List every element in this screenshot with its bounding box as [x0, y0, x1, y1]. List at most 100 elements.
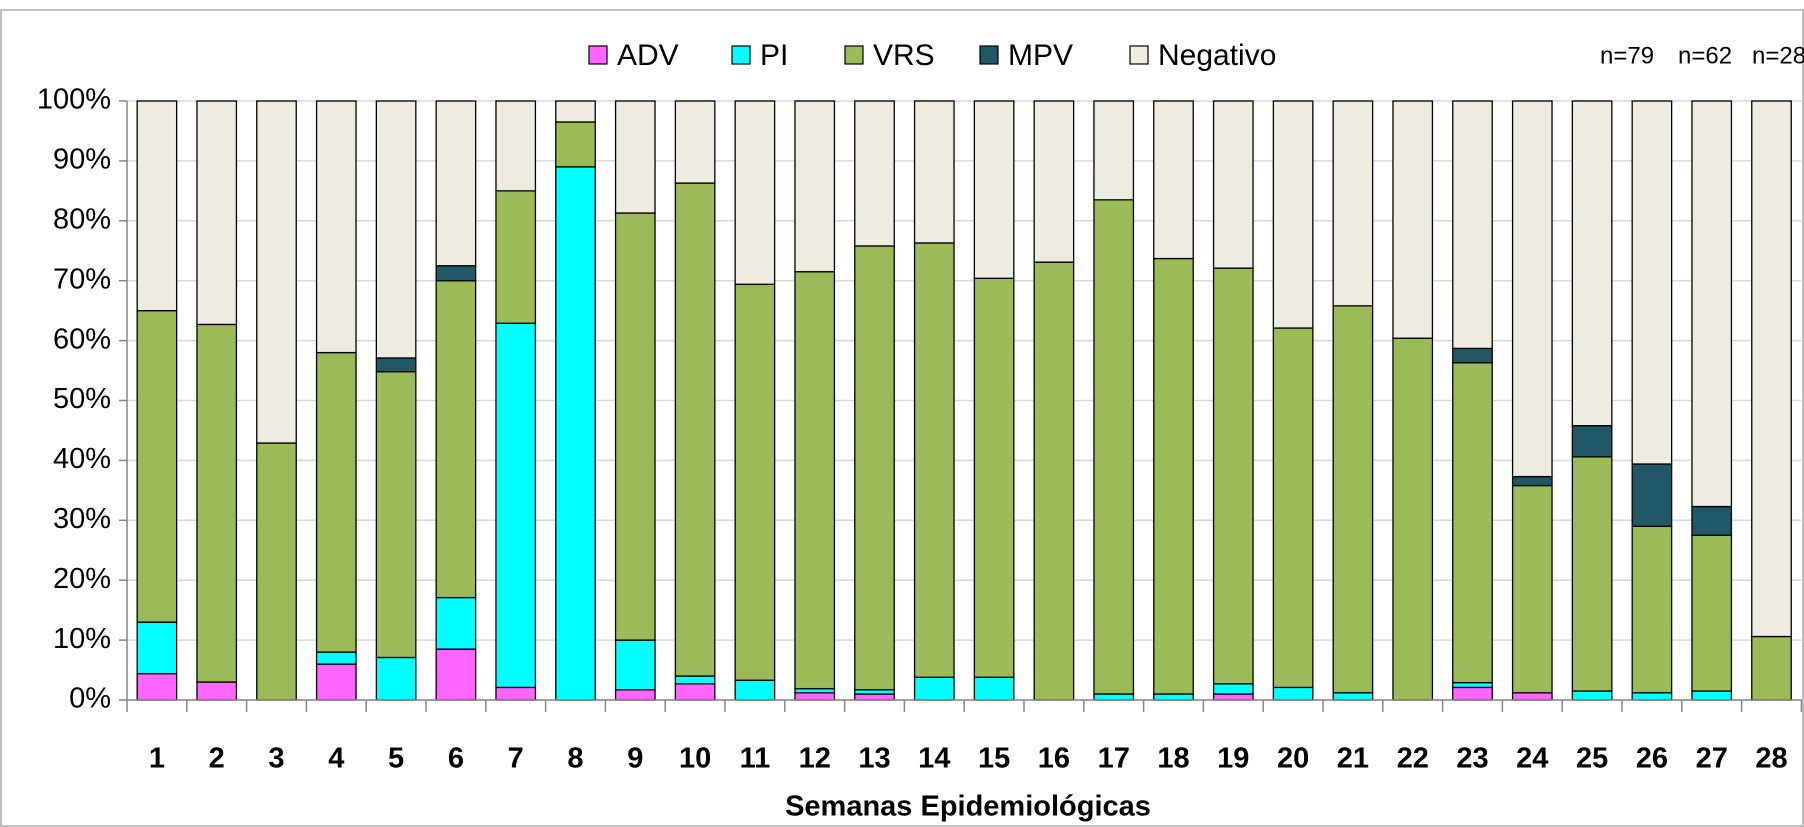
- x-tick-label: 1: [149, 743, 165, 775]
- bar-segment: [375, 656, 417, 701]
- bar-segment: [256, 442, 297, 701]
- x-tick-label: 6: [448, 743, 464, 775]
- x-tick-label: 20: [1277, 743, 1309, 775]
- bar-segment: [1571, 100, 1613, 427]
- bar-segment: [1511, 692, 1553, 701]
- bar-segment: [734, 283, 776, 681]
- bar-segment: [1093, 199, 1135, 695]
- bar-segment: [196, 100, 238, 326]
- x-tick-label: 2: [209, 743, 225, 775]
- x-tick-label: 27: [1696, 743, 1728, 775]
- legend-swatch: [588, 45, 608, 65]
- bar-segment: [1511, 484, 1553, 694]
- x-tick-label: 26: [1636, 743, 1668, 775]
- x-tick-label: 18: [1157, 743, 1189, 775]
- bar-segment: [1691, 505, 1733, 536]
- x-tick-label: 3: [268, 743, 284, 775]
- bar-segment: [495, 686, 537, 701]
- bar-segment: [794, 100, 836, 273]
- bar-segment: [1272, 686, 1314, 701]
- bar-segment: [973, 676, 1015, 701]
- legend-swatch: [731, 45, 751, 65]
- y-tick-label: 60%: [53, 323, 111, 355]
- bar-segment: [734, 100, 776, 285]
- y-tick-label: 10%: [53, 623, 111, 655]
- legend-label: Negativo: [1158, 39, 1276, 72]
- x-tick-label: 16: [1038, 743, 1070, 775]
- bar-segment: [435, 648, 477, 701]
- bar-segment: [913, 100, 955, 244]
- bar-segment: [1392, 100, 1434, 339]
- bar-segment: [1332, 100, 1374, 307]
- bar-segment: [1033, 261, 1075, 701]
- bar-segment: [136, 672, 178, 701]
- bar-segment: [1153, 257, 1194, 695]
- bar-segment: [1751, 635, 1792, 701]
- bar-segment: [375, 357, 417, 373]
- bar-segment: [1332, 305, 1374, 694]
- bar-segment: [674, 100, 716, 184]
- x-tick-label: 11: [740, 743, 771, 775]
- x-tick-label: 19: [1217, 743, 1249, 775]
- bar-segment: [1033, 100, 1075, 263]
- bar-segment: [1691, 534, 1733, 692]
- y-tick-label: 0%: [69, 683, 111, 715]
- x-tick-label: 12: [799, 743, 831, 775]
- bar-segment: [734, 679, 776, 701]
- bar-segment: [315, 651, 357, 665]
- bar-segment: [674, 182, 716, 677]
- y-tick-label: 40%: [53, 443, 111, 475]
- x-axis-title: Semanas Epidemiológicas: [785, 791, 1151, 823]
- y-tick-label: 20%: [53, 563, 111, 595]
- x-tick-label: 23: [1456, 743, 1488, 775]
- bar-segment: [1272, 327, 1314, 689]
- bar-segment: [435, 596, 477, 650]
- bar-segment: [495, 100, 537, 192]
- y-tick-label: 50%: [53, 383, 111, 415]
- bar-segment: [1631, 463, 1673, 527]
- x-tick-label: 10: [679, 743, 711, 775]
- bar-segment: [1332, 692, 1374, 701]
- bar-segment: [1212, 100, 1254, 269]
- bar-segment: [196, 323, 238, 683]
- bar-segment: [495, 190, 537, 324]
- x-tick-label: 25: [1576, 743, 1608, 775]
- bar-segment: [1093, 100, 1135, 201]
- bar-segment: [1631, 525, 1673, 694]
- bar-segment: [555, 121, 596, 168]
- bar-segment: [1452, 362, 1493, 684]
- y-tick-label: 90%: [53, 144, 111, 176]
- bar-segment: [1751, 100, 1792, 638]
- bar-segment: [1571, 456, 1613, 692]
- x-tick-label: 28: [1755, 743, 1787, 775]
- x-tick-label: 17: [1098, 743, 1130, 775]
- x-tick-label: 7: [508, 743, 524, 775]
- bar-segment: [614, 100, 656, 214]
- annotation: n=62: [1678, 42, 1732, 69]
- bar-segment: [495, 322, 537, 689]
- bar-segment: [973, 100, 1015, 279]
- legend-swatch: [844, 45, 864, 65]
- y-tick-label: 80%: [53, 203, 111, 235]
- x-tick-label: 15: [978, 743, 1010, 775]
- bar-segment: [136, 309, 178, 623]
- bar-segment: [794, 692, 836, 701]
- x-tick-label: 14: [918, 743, 950, 775]
- bar-segment: [1153, 693, 1194, 701]
- bar-segment: [1691, 100, 1733, 508]
- bar-segment: [1212, 267, 1254, 685]
- bar-segment: [1571, 425, 1613, 458]
- legend-swatch: [1129, 45, 1149, 65]
- y-tick-label: 70%: [53, 263, 111, 295]
- bar-segment: [913, 242, 955, 678]
- bar-segment: [1392, 337, 1434, 701]
- bar-segment: [674, 675, 716, 685]
- bar-segment: [1272, 100, 1314, 329]
- bar-segment: [375, 371, 417, 659]
- bar-segment: [1631, 692, 1673, 701]
- x-tick-label: 8: [567, 743, 583, 775]
- bar-segment: [1153, 100, 1194, 260]
- bar-segment: [136, 621, 178, 675]
- bar-segment: [1452, 100, 1493, 350]
